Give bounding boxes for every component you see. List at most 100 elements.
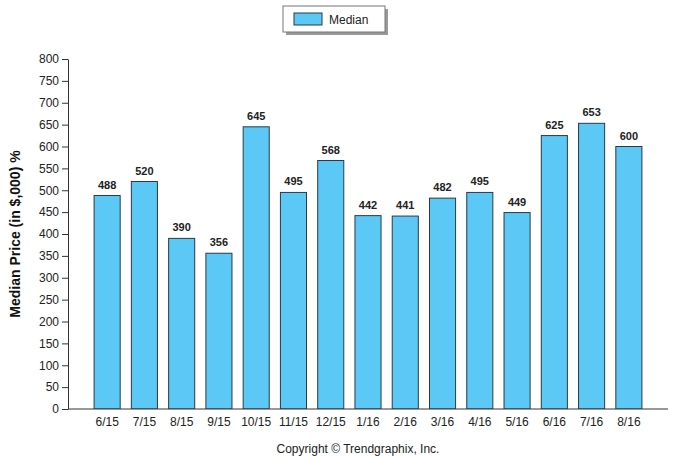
y-tick-mark — [62, 387, 68, 388]
x-tick: 9/15 — [207, 409, 231, 429]
y-tick-mark — [62, 59, 68, 60]
y-tick-label: 700 — [39, 96, 59, 110]
data-label: 645 — [247, 110, 265, 122]
bars — [94, 123, 642, 409]
copyright: Copyright © Trendgraphix, Inc. — [277, 442, 440, 456]
y-tick: 100 — [39, 359, 68, 373]
y-tick-mark — [62, 256, 68, 257]
y-tick-label: 350 — [39, 249, 59, 263]
x-tick: 2/16 — [394, 409, 418, 429]
y-tick-label: 750 — [39, 74, 59, 88]
x-tick: 6/15 — [95, 409, 119, 429]
x-tick-label: 2/16 — [394, 415, 418, 429]
legend-swatch — [294, 13, 322, 25]
data-label: 495 — [284, 175, 302, 187]
legend-box — [283, 6, 385, 32]
y-tick-label: 500 — [39, 184, 59, 198]
y-tick: 0 — [52, 402, 68, 416]
data-label: 488 — [98, 179, 116, 191]
y-tick-mark — [62, 190, 68, 191]
y-tick-mark — [62, 322, 68, 323]
y-tick-mark — [62, 278, 68, 279]
bar — [243, 127, 269, 409]
x-tick-label: 7/15 — [133, 415, 157, 429]
bar — [504, 213, 530, 409]
y-tick-label: 250 — [39, 293, 59, 307]
y-tick-mark — [62, 234, 68, 235]
x-tick: 10/15 — [241, 409, 271, 429]
y-tick-label: 600 — [39, 140, 59, 154]
y-tick: 50 — [46, 380, 68, 394]
bar — [206, 253, 232, 409]
data-label: 495 — [471, 175, 489, 187]
x-tick-label: 12/15 — [316, 415, 346, 429]
data-label: 520 — [135, 165, 153, 177]
y-tick: 800 — [39, 52, 68, 66]
y-tick: 400 — [39, 227, 68, 241]
x-tick-label: 9/15 — [207, 415, 231, 429]
y-tick-mark — [62, 168, 68, 169]
x-tick-label: 8/16 — [617, 415, 641, 429]
data-label: 600 — [620, 130, 638, 142]
y-axis-title: Median Price (in $,000) % — [7, 150, 23, 318]
data-label: 390 — [172, 221, 190, 233]
y-tick: 300 — [39, 271, 68, 285]
x-tick: 12/15 — [316, 409, 346, 429]
data-label: 356 — [210, 236, 228, 248]
y-axis: 0501001502002503003504004505005506006507… — [39, 52, 69, 416]
x-tick: 3/16 — [431, 409, 455, 429]
bar — [355, 216, 381, 409]
y-tick-label: 300 — [39, 271, 59, 285]
y-tick-label: 400 — [39, 227, 59, 241]
y-tick-mark — [62, 125, 68, 126]
x-tick: 8/15 — [170, 409, 194, 429]
y-tick: 500 — [39, 184, 68, 198]
x-tick: 6/16 — [543, 409, 567, 429]
y-tick-mark — [62, 409, 68, 410]
x-tick-label: 1/16 — [356, 415, 380, 429]
bar — [280, 192, 306, 409]
y-tick: 550 — [39, 162, 68, 176]
y-tick-label: 650 — [39, 118, 59, 132]
bar — [318, 161, 344, 410]
y-tick: 700 — [39, 96, 68, 110]
y-tick: 150 — [39, 337, 68, 351]
bar — [131, 182, 157, 410]
bar — [94, 196, 120, 410]
data-label: 625 — [545, 119, 563, 131]
data-label: 653 — [582, 106, 600, 118]
y-tick-label: 100 — [39, 359, 59, 373]
x-tick-label: 3/16 — [431, 415, 455, 429]
chart: 4885203903566454955684424414824954496256… — [0, 0, 688, 468]
data-label: 442 — [359, 199, 377, 211]
y-tick-label: 50 — [46, 380, 60, 394]
x-tick: 5/16 — [505, 409, 529, 429]
x-tick-label: 7/16 — [580, 415, 604, 429]
x-tick-label: 6/15 — [95, 415, 119, 429]
y-tick-mark — [62, 343, 68, 344]
y-tick-label: 800 — [39, 52, 59, 66]
y-axis-line — [68, 60, 69, 410]
x-tick-label: 4/16 — [468, 415, 492, 429]
y-tick-mark — [62, 103, 68, 104]
bar — [467, 192, 493, 409]
bar — [169, 238, 195, 409]
x-tick-label: 5/16 — [505, 415, 529, 429]
x-tick: 11/15 — [279, 409, 308, 429]
y-tick-label: 450 — [39, 205, 59, 219]
x-axis-line — [68, 409, 668, 410]
y-tick: 600 — [39, 140, 68, 154]
x-axis: 6/15 7/15 8/15 9/15 10/15 11/15 12/15 1/16 2/16 3… — [68, 409, 668, 429]
x-tick-label: 11/15 — [279, 415, 308, 429]
data-label: 449 — [508, 196, 526, 208]
x-tick: 7/15 — [133, 409, 157, 429]
data-label: 441 — [396, 199, 414, 211]
bar — [541, 136, 567, 409]
y-tick-mark — [62, 365, 68, 366]
y-tick: 350 — [39, 249, 68, 263]
legend-label: Median — [329, 13, 368, 27]
x-tick-label: 8/15 — [170, 415, 194, 429]
x-tick-label: 6/16 — [543, 415, 567, 429]
y-tick-label: 550 — [39, 162, 59, 176]
y-tick: 250 — [39, 293, 68, 307]
